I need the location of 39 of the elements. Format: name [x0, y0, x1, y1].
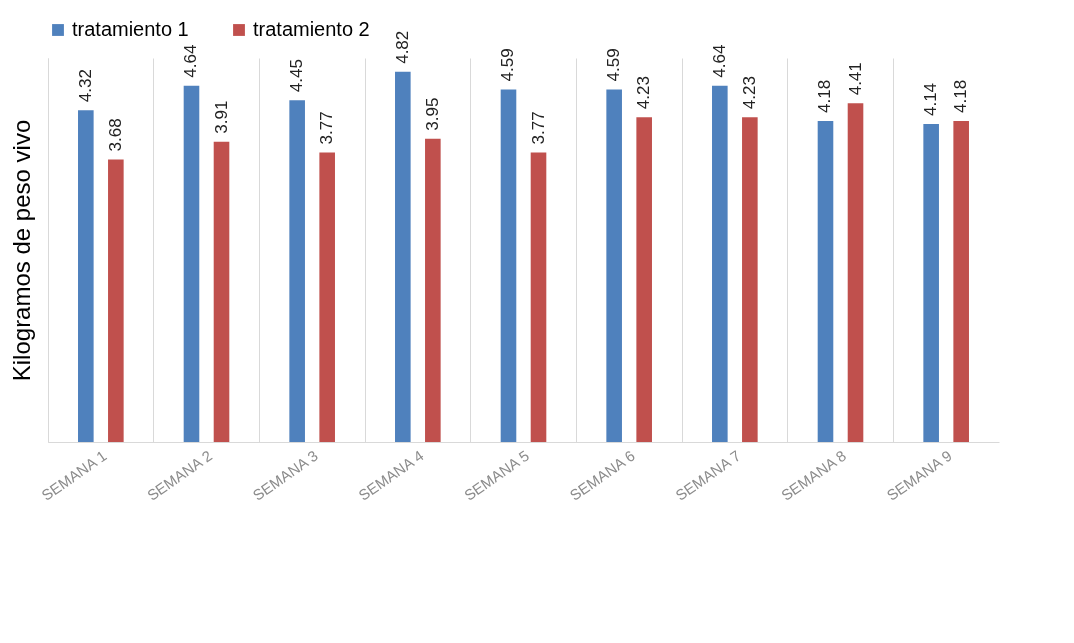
- data-label: 4.18: [951, 79, 971, 113]
- data-label: 4.14: [921, 82, 941, 117]
- data-label: 4.32: [75, 69, 95, 103]
- legend-label: tratamiento 1: [72, 18, 189, 40]
- data-label: 4.64: [709, 44, 729, 78]
- bar: [606, 89, 622, 442]
- data-label: 3.77: [317, 111, 337, 145]
- data-label: 4.59: [604, 48, 624, 82]
- bar: [636, 117, 652, 442]
- y-axis-title: Kilogramos de peso vivo: [7, 119, 35, 382]
- data-label: 3.91: [211, 100, 231, 134]
- data-label: 4.59: [498, 48, 518, 82]
- bar: [847, 103, 864, 442]
- bar: [183, 85, 200, 442]
- data-label: 4.23: [634, 76, 654, 110]
- data-label: 3.77: [528, 111, 548, 145]
- bar: [712, 85, 728, 442]
- bar: [289, 100, 305, 442]
- bar: [319, 152, 335, 442]
- data-label: 4.82: [392, 30, 412, 64]
- bar: [213, 141, 230, 442]
- bar: [742, 117, 758, 442]
- data-label: 4.64: [181, 44, 201, 78]
- data-label: 4.18: [815, 79, 835, 113]
- bar: [108, 159, 124, 442]
- data-label: 3.68: [105, 118, 125, 152]
- data-label: 3.95: [422, 97, 442, 131]
- bar: [395, 71, 411, 442]
- data-label: 4.41: [845, 62, 865, 96]
- bar: [817, 120, 834, 442]
- bar: [953, 120, 969, 442]
- data-label: 4.23: [739, 76, 759, 110]
- bar: [425, 138, 441, 442]
- legend-label: tratamiento 2: [253, 18, 370, 40]
- bar: [923, 124, 939, 442]
- data-label: 4.45: [287, 59, 307, 93]
- bar: [78, 110, 94, 442]
- bar: [500, 89, 517, 442]
- bar: [530, 152, 547, 442]
